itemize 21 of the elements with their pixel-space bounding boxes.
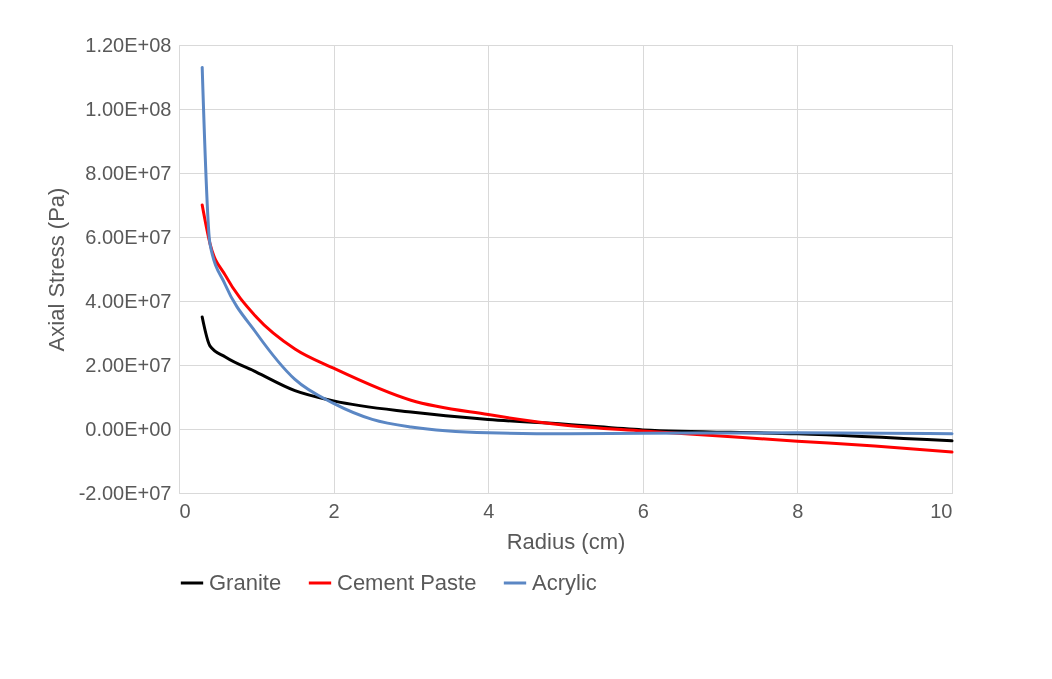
y-tick-label: 0.00E+00 — [85, 417, 172, 440]
x-tick-label: 10 — [930, 499, 953, 522]
x-tick-label: 2 — [328, 499, 340, 522]
y-tick-label: 2.00E+07 — [85, 353, 172, 376]
y-tick-label: 8.00E+07 — [85, 161, 172, 184]
x-tick-label: 8 — [792, 499, 804, 522]
x-tick-label: 0 — [179, 499, 191, 522]
y-tick-label: 4.00E+07 — [85, 289, 172, 312]
x-axis-title: Radius (cm) — [506, 528, 626, 554]
y-tick-label: -2.00E+07 — [78, 481, 172, 504]
line-series — [200, 203, 954, 454]
line-series — [200, 65, 954, 436]
y-tick-label: 1.20E+08 — [85, 33, 172, 56]
legend-label: Acrylic — [532, 570, 597, 595]
legend-label: Cement Paste — [337, 570, 477, 595]
x-tick-label: 4 — [483, 499, 495, 522]
legend-label: Granite — [209, 570, 282, 595]
y-tick-label: 1.00E+08 — [85, 97, 172, 120]
y-axis-title: Axial Stress (Pa) — [43, 187, 69, 352]
x-tick-label: 6 — [637, 499, 649, 522]
y-tick-label: 6.00E+07 — [85, 225, 172, 248]
